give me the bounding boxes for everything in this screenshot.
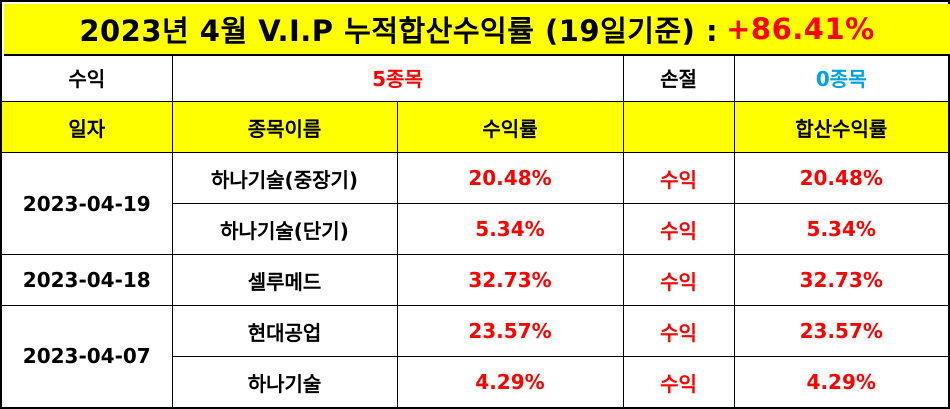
stock-name-cell: 하나기술	[172, 356, 398, 407]
total-return: +86.41%	[726, 12, 875, 46]
table-row: 2023-04-19 하나기술(중장기) 20.48% 수익 20.48%	[2, 152, 948, 255]
table-row: 하나기술 4.29% 수익 4.29%	[2, 356, 948, 407]
cumulative-return-cell: 20.48%	[733, 152, 948, 204]
page-title: 2023년 4월 V.I.P 누적합산수익률 (19일기준) : +86.41%	[4, 4, 950, 56]
stock-name-cell: 셀루메드	[171, 254, 398, 306]
stock-name-cell: 하나기술(중장기)	[171, 152, 398, 204]
status-cell: 수익	[622, 356, 735, 407]
return-cell: 5.34%	[396, 203, 624, 255]
stock-name-cell: 현대공업	[171, 305, 398, 357]
cumulative-return-cell: 23.57%	[733, 305, 948, 357]
return-cell: 4.29%	[396, 356, 624, 407]
table-row: 하나기술(단기) 5.34% 수익 5.34%	[2, 203, 948, 255]
profit-label: 수익	[2, 54, 173, 102]
table-row: 2023-04-07 현대공업 23.57% 수익 23.57%	[2, 305, 948, 408]
status-cell: 수익	[622, 305, 735, 357]
cumulative-return-cell: 4.29%	[733, 356, 948, 407]
column-header-date: 일자	[2, 101, 173, 153]
column-header-return: 수익률	[396, 101, 624, 153]
header-row: 일자 종목이름 수익률 합산수익률	[2, 101, 948, 153]
cumulative-return-cell: 32.73%	[733, 254, 948, 306]
status-cell: 수익	[622, 203, 735, 255]
status-cell: 수익	[622, 254, 735, 306]
date-cell: 2023-04-07	[2, 305, 173, 408]
stock-name-cell: 하나기술(단기)	[172, 203, 398, 255]
table-row: 2023-04-18 셀루메드 32.73% 수익 32.73%	[2, 254, 948, 306]
column-header-cumulative: 합산수익률	[733, 101, 948, 153]
status-cell: 수익	[622, 152, 735, 204]
cumulative-return-cell: 5.34%	[733, 203, 948, 255]
return-cell: 23.57%	[396, 305, 624, 357]
returns-table: 수익 5종목 손절 0종목 일자 종목이름 수익률 합산수익률 2023-04-…	[2, 54, 948, 408]
loss-count: 0종목	[733, 54, 948, 102]
date-cell: 2023-04-18	[2, 254, 173, 306]
profit-count: 5종목	[171, 54, 624, 102]
summary-row: 수익 5종목 손절 0종목	[2, 54, 948, 102]
column-header-status	[622, 101, 735, 153]
date-cell: 2023-04-19	[2, 152, 173, 255]
return-cell: 20.48%	[396, 152, 624, 204]
column-header-stock-name: 종목이름	[171, 101, 398, 153]
title-text: 2023년 4월 V.I.P 누적합산수익률 (19일기준) :	[79, 14, 719, 48]
return-cell: 32.73%	[396, 254, 624, 306]
loss-label: 손절	[622, 54, 735, 102]
